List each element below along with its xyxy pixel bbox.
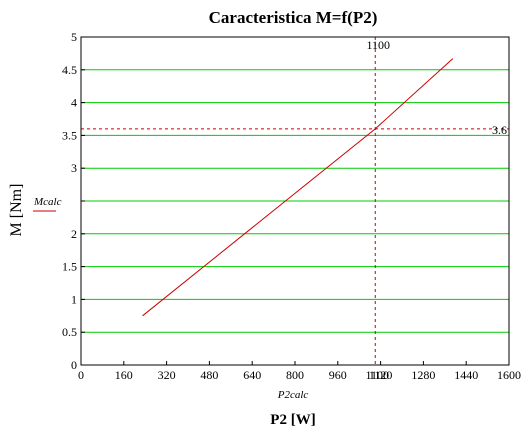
x-tick-label-4: 640 — [243, 368, 261, 382]
x-tick-label-0: 0 — [78, 368, 84, 382]
y-tick-label-4: 2 — [71, 227, 77, 241]
x-tick-label-6: 960 — [329, 368, 347, 382]
y-tick-label-9: 4.5 — [62, 63, 77, 77]
y-tick-label-6: 3 — [71, 161, 77, 175]
legend: Mcalc — [33, 196, 62, 212]
x-tick-label-3: 480 — [200, 368, 218, 382]
y-tick-label-10: 5 — [71, 30, 77, 44]
marker-labels: 1100 3.6 1100 — [365, 38, 507, 382]
x-tick-label-2: 320 — [158, 368, 176, 382]
x-marker-value-label: 1100 — [365, 368, 389, 382]
chart-title: Caracteristica M=f(P2) — [209, 8, 378, 27]
x-tick-label-1: 160 — [115, 368, 133, 382]
series-group — [142, 58, 454, 317]
x-tick-label-9: 1440 — [454, 368, 478, 382]
marker-lines — [81, 37, 509, 365]
x-tick-label-8: 1280 — [411, 368, 435, 382]
horizontal-marker-label: 3.6 — [492, 123, 507, 137]
y-tick-label-7: 3.5 — [62, 128, 77, 142]
series-line-Mcalc — [142, 58, 454, 317]
vertical-marker-label: 1100 — [366, 38, 390, 52]
x-tick-label-7: 1120 — [369, 368, 393, 382]
x-axis-ticks: 0 160 320 480 640 800 960 1120 1280 1440 1600 — [78, 361, 521, 382]
y-axis-ticks: 0 0.5 1 1.5 2 3 3.5 4 4.5 5 — [62, 30, 85, 372]
legend-label: Mcalc — [33, 196, 62, 208]
y-tick-label-3: 1.5 — [62, 260, 77, 274]
x-tick-label-5: 800 — [286, 368, 304, 382]
x-axis-label: P2 [W] — [270, 412, 315, 428]
y-tick-label-1: 0.5 — [62, 325, 77, 339]
x-tick-label-10: 1600 — [497, 368, 521, 382]
y-tick-label-8: 4 — [71, 96, 77, 110]
x-axis-sublabel: P2calc — [277, 389, 309, 401]
y-tick-label-0: 0 — [71, 358, 77, 372]
grid-lines — [81, 69, 509, 333]
y-tick-label-2: 1 — [71, 292, 77, 306]
y-axis-label: M [Nm] — [8, 184, 25, 237]
